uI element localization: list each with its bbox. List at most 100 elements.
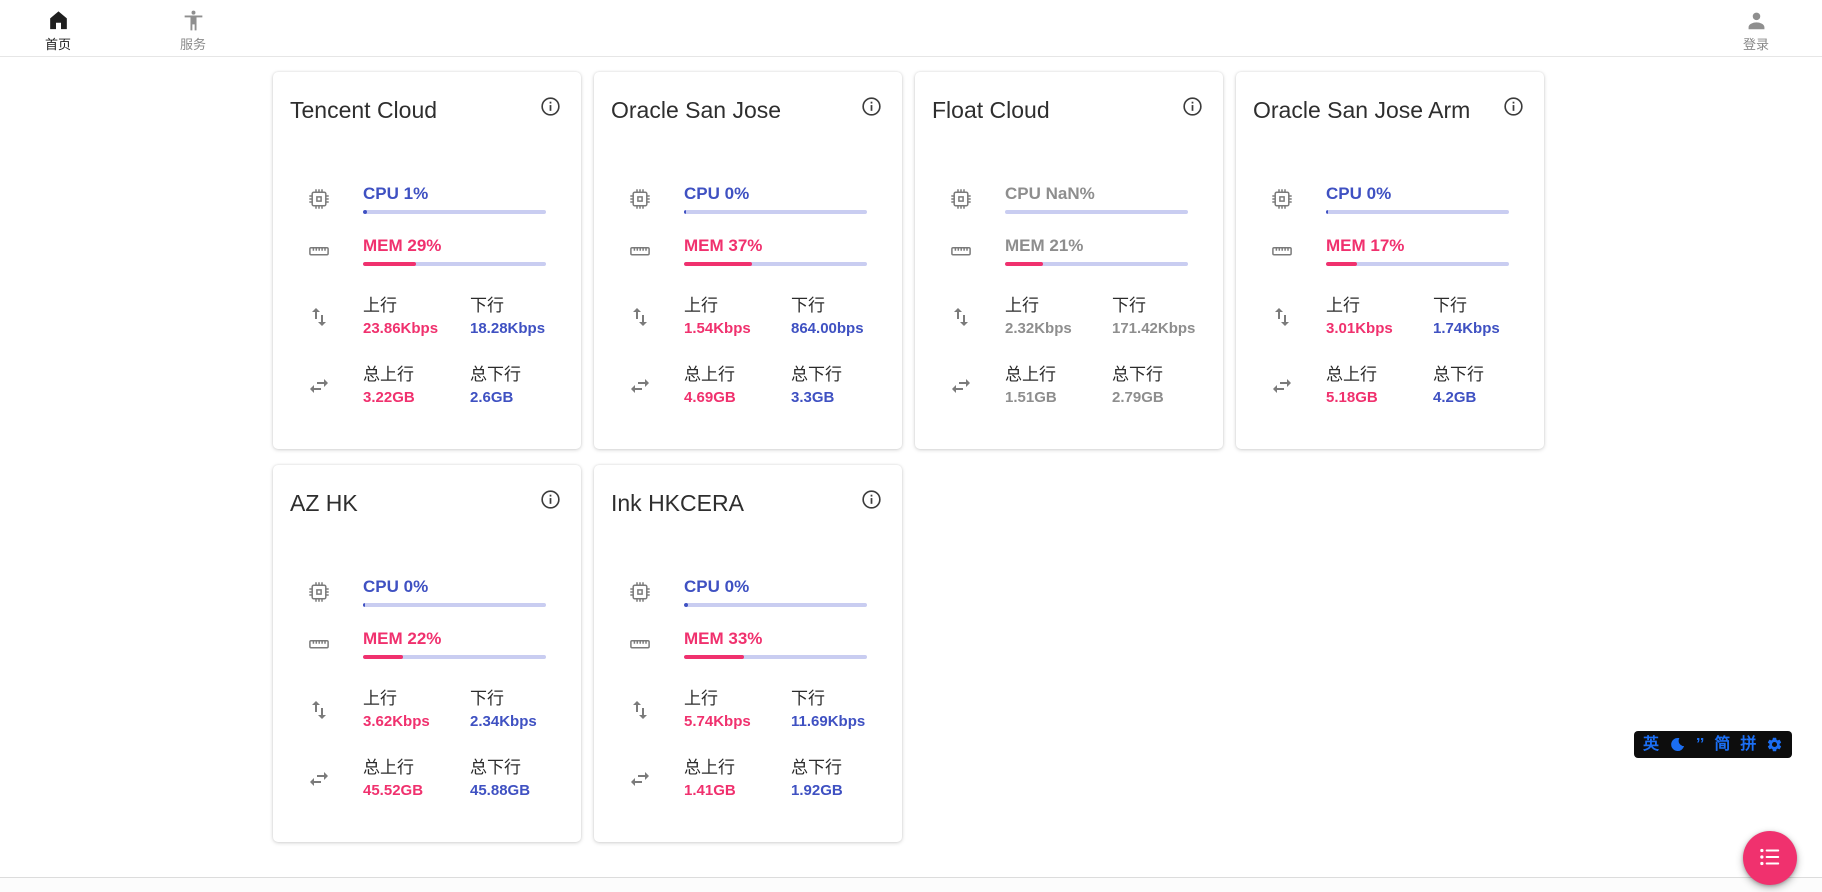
net-speed-row: 上行 1.54Kbps 下行 864.00bps bbox=[594, 295, 902, 339]
mem-bar bbox=[1326, 262, 1509, 266]
login-person-icon bbox=[1744, 8, 1769, 33]
memory-ruler-icon bbox=[307, 632, 331, 656]
card-header: Oracle San Jose bbox=[594, 72, 902, 127]
total-download-col: 总下行 2.79GB bbox=[1112, 364, 1195, 408]
ime-simplified-toggle[interactable]: 简 bbox=[1714, 736, 1731, 753]
ime-punctuation-toggle[interactable]: ’’ bbox=[1696, 736, 1705, 753]
net-speed-cols: 上行 3.62Kbps 下行 2.34Kbps bbox=[363, 688, 553, 732]
server-name: Tencent Cloud bbox=[290, 97, 438, 123]
nav-item-home[interactable]: 首页 bbox=[20, 4, 96, 53]
total-traffic-row: 总上行 1.51GB 总下行 2.79GB bbox=[915, 364, 1223, 408]
total-upload-value: 4.69GB bbox=[684, 389, 736, 406]
cpu-usage-text: CPU 0% bbox=[363, 577, 429, 596]
cpu-bar-fill bbox=[363, 210, 367, 214]
download-label: 下行 bbox=[1112, 296, 1146, 315]
download-value: 1.74Kbps bbox=[1433, 320, 1500, 337]
info-icon[interactable] bbox=[1502, 95, 1525, 118]
cpu-bar-fill bbox=[1326, 210, 1328, 214]
cpu-bar bbox=[1005, 210, 1188, 214]
ime-toolbar: 英 ’’ 简 拼 bbox=[1634, 731, 1793, 758]
upload-value: 23.86Kbps bbox=[363, 320, 439, 337]
net-speed-row: 上行 3.62Kbps 下行 2.34Kbps bbox=[273, 688, 581, 732]
cpu-usage-text: CPU NaN% bbox=[1005, 184, 1095, 203]
total-download-value: 2.79GB bbox=[1112, 389, 1164, 406]
total-download-col: 总下行 45.88GB bbox=[470, 757, 553, 801]
total-upload-col: 总上行 45.52GB bbox=[363, 757, 470, 801]
total-upload-col: 总上行 1.41GB bbox=[684, 757, 791, 801]
info-icon[interactable] bbox=[539, 488, 562, 511]
total-download-col: 总下行 2.6GB bbox=[470, 364, 553, 408]
info-icon[interactable] bbox=[1181, 95, 1204, 118]
card-header: Float Cloud bbox=[915, 72, 1223, 127]
total-download-col: 总下行 1.92GB bbox=[791, 757, 874, 801]
cpu-meter: CPU 0% bbox=[684, 184, 867, 214]
ime-settings-gear-icon[interactable] bbox=[1766, 736, 1783, 753]
upload-label: 上行 bbox=[1005, 296, 1039, 315]
net-speed-cols: 上行 5.74Kbps 下行 11.69Kbps bbox=[684, 688, 874, 732]
download-value: 2.34Kbps bbox=[470, 713, 537, 730]
cpu-chip-icon bbox=[307, 187, 331, 211]
mem-row: MEM 17% bbox=[1236, 236, 1544, 266]
total-upload-col: 总上行 5.18GB bbox=[1326, 364, 1433, 408]
cpu-row: CPU 0% bbox=[594, 577, 902, 607]
download-value: 11.69Kbps bbox=[791, 713, 866, 730]
total-download-label: 总下行 bbox=[470, 758, 521, 777]
total-upload-value: 45.52GB bbox=[363, 782, 424, 799]
mem-bar-fill bbox=[684, 262, 752, 266]
upload-value: 1.54Kbps bbox=[684, 320, 751, 337]
cpu-bar bbox=[1326, 210, 1509, 214]
mem-row: MEM 33% bbox=[594, 629, 902, 659]
total-upload-label: 总上行 bbox=[684, 365, 735, 384]
mem-bar bbox=[684, 655, 867, 659]
cpu-usage-text: CPU 0% bbox=[684, 184, 750, 203]
total-traffic-row: 总上行 1.41GB 总下行 1.92GB bbox=[594, 757, 902, 801]
mem-meter: MEM 29% bbox=[363, 236, 546, 266]
ime-moon-icon[interactable] bbox=[1669, 736, 1686, 753]
upload-col: 上行 1.54Kbps bbox=[684, 295, 791, 339]
download-label: 下行 bbox=[1433, 296, 1467, 315]
server-card: AZ HK CPU 0% bbox=[273, 465, 581, 842]
cpu-bar bbox=[363, 603, 546, 607]
server-card: Oracle San Jose Arm CPU 0% bbox=[1236, 72, 1544, 449]
total-traffic-cols: 总上行 4.69GB 总下行 3.3GB bbox=[684, 364, 874, 408]
card-header: Oracle San Jose Arm bbox=[1236, 72, 1544, 127]
server-list-fab[interactable] bbox=[1743, 831, 1797, 885]
nav-item-login[interactable]: 登录 bbox=[1718, 4, 1794, 53]
cpu-meter: CPU 0% bbox=[363, 577, 546, 607]
mem-meter: MEM 17% bbox=[1326, 236, 1509, 266]
cpu-usage-text: CPU 1% bbox=[363, 184, 429, 203]
nav-item-services[interactable]: 服务 bbox=[155, 4, 231, 53]
mem-bar bbox=[363, 655, 546, 659]
upload-col: 上行 5.74Kbps bbox=[684, 688, 791, 732]
mem-meter: MEM 21% bbox=[1005, 236, 1188, 266]
download-label: 下行 bbox=[470, 689, 504, 708]
cpu-bar-fill bbox=[363, 603, 365, 607]
info-icon[interactable] bbox=[539, 95, 562, 118]
info-icon[interactable] bbox=[860, 95, 883, 118]
total-download-value: 45.88GB bbox=[470, 782, 531, 799]
server-card: Tencent Cloud CPU 1% bbox=[273, 72, 581, 449]
download-label: 下行 bbox=[470, 296, 504, 315]
download-value: 171.42Kbps bbox=[1112, 320, 1196, 337]
ime-language-toggle[interactable]: 英 bbox=[1643, 736, 1660, 753]
total-traffic-cols: 总上行 3.22GB 总下行 2.6GB bbox=[363, 364, 553, 408]
mem-usage-text: MEM 17% bbox=[1326, 236, 1405, 255]
upload-col: 上行 23.86Kbps bbox=[363, 295, 470, 339]
total-traffic-cols: 总上行 1.51GB 总下行 2.79GB bbox=[1005, 364, 1195, 408]
total-upload-value: 1.51GB bbox=[1005, 389, 1057, 406]
cpu-bar-fill bbox=[684, 603, 688, 607]
ime-pinyin-toggle[interactable]: 拼 bbox=[1740, 736, 1757, 753]
cpu-chip-icon bbox=[307, 580, 331, 604]
download-value: 864.00bps bbox=[791, 320, 864, 337]
mem-bar-fill bbox=[1005, 262, 1044, 266]
card-header: Tencent Cloud bbox=[273, 72, 581, 127]
cpu-bar bbox=[684, 603, 867, 607]
upload-label: 上行 bbox=[684, 689, 718, 708]
info-icon[interactable] bbox=[860, 488, 883, 511]
cpu-usage-text: CPU 0% bbox=[684, 577, 750, 596]
mem-bar bbox=[1005, 262, 1188, 266]
server-name: Oracle San Jose bbox=[611, 97, 782, 123]
memory-ruler-icon bbox=[628, 632, 652, 656]
swap-horizontal-icon bbox=[949, 374, 973, 398]
cpu-meter: CPU 0% bbox=[1326, 184, 1509, 214]
